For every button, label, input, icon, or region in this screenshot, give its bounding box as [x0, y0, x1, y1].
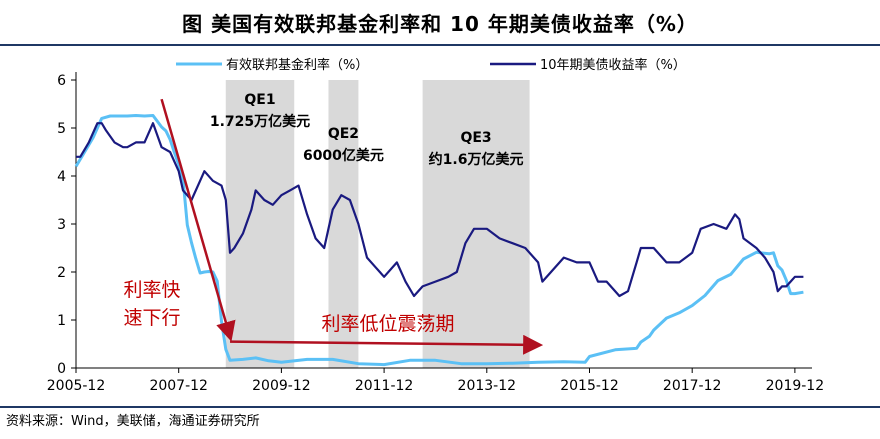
qe-band-2 [328, 80, 359, 368]
annotation-note-1-line: 利率快 [123, 279, 180, 301]
annotation-note-2: 利率低位震荡期 [321, 313, 454, 335]
series-line-2 [76, 122, 804, 298]
qe-label-3: QE3 [460, 130, 491, 146]
source-divider [0, 406, 880, 408]
qe-amount-1: 1.725万亿美元 [210, 113, 310, 130]
qe-bands: QE1 1.725万亿美元 QE2 6000亿美元 QE3 约1.6万亿美元 [210, 80, 530, 368]
x-tick-label: 2015-12 [560, 378, 619, 394]
annotation-arrow-2 [230, 334, 544, 355]
x-tick-label: 2009-12 [252, 378, 311, 394]
source-note: 资料来源：Wind，美联储，海通证券研究所 [6, 414, 260, 429]
chart-title: 图 美国有效联邦基金利率和 10 年期美债收益率（%） [182, 11, 698, 36]
x-tick-label: 2011-12 [355, 378, 414, 394]
y-tick-label: 0 [57, 361, 66, 377]
qe-amount-3: 约1.6万亿美元 [429, 151, 524, 168]
series-lines [74, 114, 804, 367]
axes: 0 1 2 3 4 5 6 2005-12 2007-12 2009-12 2011-12 2013-… [47, 72, 824, 394]
annotation-arrow-1 [160, 98, 236, 342]
qe-amount-2: 6000亿美元 [303, 147, 384, 164]
qe-label-2: QE2 [328, 126, 359, 142]
y-tick-label: 6 [57, 73, 66, 89]
qe-label-1: QE1 [244, 92, 275, 108]
y-tick-label: 2 [57, 265, 66, 281]
y-tick-label: 4 [57, 169, 66, 185]
x-tick-label: 2019-12 [766, 378, 825, 394]
x-tick-label: 2013-12 [458, 378, 517, 394]
y-tick-label: 1 [57, 313, 66, 329]
y-tick-label: 5 [57, 121, 66, 137]
legend-label-1: 有效联邦基金利率（%） [226, 57, 368, 73]
legend-label-2: 10年期美债收益率（%） [540, 57, 686, 73]
y-tick-label: 3 [57, 217, 66, 233]
annotation-note-1-line: 速下行 [123, 307, 180, 329]
qe-band-3 [422, 80, 530, 368]
x-tick-label: 2007-12 [149, 378, 208, 394]
chart-area: QE1 1.725万亿美元 QE2 6000亿美元 QE3 约1.6万亿美元 0 1 2 3 4 5… [47, 57, 824, 394]
chart-title-bar: 图 美国有效联邦基金利率和 10 年期美债收益率（%） [0, 0, 880, 44]
x-tick-label: 2005-12 [47, 378, 106, 394]
qe-band-1 [225, 80, 295, 368]
series-line-1 [74, 114, 804, 367]
x-tick-label: 2017-12 [663, 378, 722, 394]
legend: 有效联邦基金利率（%） 10年期美债收益率（%） [176, 57, 686, 73]
title-divider [0, 44, 880, 46]
